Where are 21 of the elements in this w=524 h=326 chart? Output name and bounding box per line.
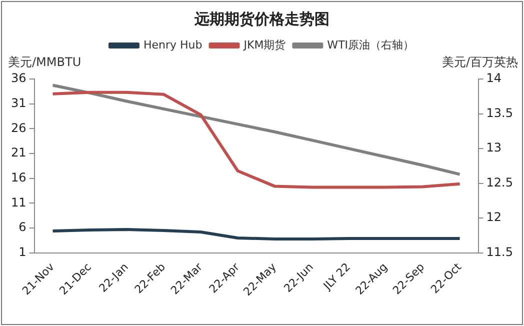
y-axis-title: 美元/MMBTU (8, 54, 82, 71)
y2-tick-label: 13.5 (486, 106, 513, 120)
y-tick-label: 36 (10, 71, 26, 86)
legend-label: WTI原油（右轴） (327, 38, 414, 52)
y2-axis-title: 美元/百万英热 (442, 54, 518, 71)
legend-label: Henry Hub (143, 38, 202, 52)
legend-label: JKM期货 (242, 38, 286, 52)
y2-tick-label: 11.5 (486, 245, 513, 260)
y2-tick-label: 14 (486, 71, 502, 86)
y2-tick-label: 12.5 (486, 175, 513, 190)
y-tick-label: 6 (18, 220, 26, 234)
y-tick-label: 11 (10, 195, 26, 210)
y-tick-label: 26 (10, 120, 26, 135)
x-tick-label: JLY 22 (320, 260, 353, 294)
chart-title: 远期期货价格走势图 (194, 10, 330, 29)
y-tick-label: 16 (10, 170, 26, 184)
y2-tick-label: 12 (486, 210, 502, 224)
y-tick-label: 1 (18, 245, 26, 260)
y-tick-label: 21 (10, 146, 26, 160)
y2-tick-label: 13 (486, 140, 502, 155)
y-tick-label: 31 (10, 96, 26, 110)
